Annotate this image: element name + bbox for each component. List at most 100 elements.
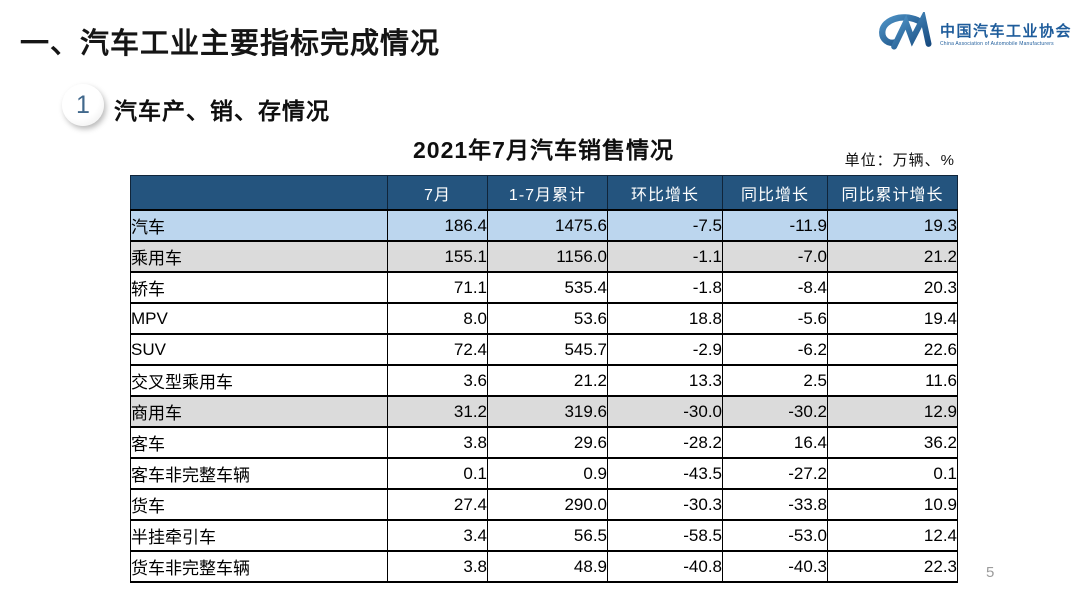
section-heading: 汽车产、销、存情况 <box>114 98 330 124</box>
row-label: 汽车 <box>130 209 388 242</box>
page-number: 5 <box>986 564 995 581</box>
value-cell: -5.6 <box>722 302 828 335</box>
value-cell: -11.9 <box>722 209 828 242</box>
value-cell: 27.4 <box>387 488 488 521</box>
value-cell: -27.2 <box>722 457 828 490</box>
value-cell: 36.2 <box>827 426 958 459</box>
value-cell: 20.3 <box>827 271 958 304</box>
association-logo: 中国汽车工业协会 China Association of Automobile… <box>876 9 1072 59</box>
value-cell: -30.3 <box>607 488 723 521</box>
value-cell: 0.1 <box>387 457 488 490</box>
value-cell: 12.4 <box>827 519 958 552</box>
value-cell: 3.8 <box>387 426 488 459</box>
value-cell: 1475.6 <box>487 209 608 242</box>
row-label: 交叉型乘用车 <box>130 364 388 397</box>
section-number-badge: 1 <box>62 84 104 126</box>
value-cell: 19.3 <box>827 209 958 242</box>
value-cell: 21.2 <box>487 364 608 397</box>
value-cell: 535.4 <box>487 271 608 304</box>
table-row: MPV 8.0 53.6 18.8 -5.6 19.4 <box>130 302 958 335</box>
value-cell: -30.0 <box>607 395 723 428</box>
column-header: 7月 <box>387 175 488 211</box>
value-cell: 71.1 <box>387 271 488 304</box>
logo-name-en: China Association of Automobile Manufact… <box>939 40 1054 47</box>
value-cell: 319.6 <box>487 395 608 428</box>
value-cell: 22.3 <box>827 550 958 583</box>
value-cell: 3.4 <box>387 519 488 552</box>
value-cell: 1156.0 <box>487 240 608 273</box>
value-cell: 0.1 <box>827 457 958 490</box>
value-cell: 13.3 <box>607 364 723 397</box>
sales-table-body: 汽车 186.4 1475.6 -7.5 -11.9 19.3 乘用车 155.1 1156.0… <box>130 209 958 583</box>
value-cell: -58.5 <box>607 519 723 552</box>
row-label: 客车非完整车辆 <box>130 457 388 490</box>
sales-table: 7月 1-7月累计 环比增长 同比增长 同比累计增长 汽车 186.4 1475.6 -7.5… <box>130 175 958 583</box>
row-label: 商用车 <box>130 395 388 428</box>
page-title: 一、汽车工业主要指标完成情况 <box>20 28 441 60</box>
value-cell: -1.8 <box>607 271 723 304</box>
logo-text: 中国汽车工业协会 China Association of Automobile… <box>939 23 1072 47</box>
value-cell: 53.6 <box>487 302 608 335</box>
table-row: 商用车 31.2 319.6 -30.0 -30.2 12.9 <box>130 395 958 428</box>
value-cell: 11.6 <box>827 364 958 397</box>
value-cell: 31.2 <box>387 395 488 428</box>
value-cell: -28.2 <box>607 426 723 459</box>
row-label: 半挂牵引车 <box>130 519 388 552</box>
value-cell: 3.8 <box>387 550 488 583</box>
value-cell: 186.4 <box>387 209 488 242</box>
table-row: 货车 27.4 290.0 -30.3 -33.8 10.9 <box>130 488 958 521</box>
value-cell: 545.7 <box>487 333 608 366</box>
column-header <box>130 175 388 211</box>
value-cell: 0.9 <box>487 457 608 490</box>
value-cell: 48.9 <box>487 550 608 583</box>
table-header-row: 7月 1-7月累计 环比增长 同比增长 同比累计增长 <box>130 175 958 211</box>
table-row: 客车 3.8 29.6 -28.2 16.4 36.2 <box>130 426 958 459</box>
value-cell: -30.2 <box>722 395 828 428</box>
unit-label: 单位：万辆、% <box>844 152 955 169</box>
logo-name-cn: 中国汽车工业协会 <box>939 23 1072 40</box>
value-cell: -40.8 <box>607 550 723 583</box>
value-cell: 18.8 <box>607 302 723 335</box>
value-cell: 21.2 <box>827 240 958 273</box>
value-cell: 2.5 <box>722 364 828 397</box>
table-row: 汽车 186.4 1475.6 -7.5 -11.9 19.3 <box>130 209 958 242</box>
table-row: 半挂牵引车 3.4 56.5 -58.5 -53.0 12.4 <box>130 519 958 552</box>
table-title: 2021年7月汽车销售情况 <box>413 137 674 163</box>
value-cell: 22.6 <box>827 333 958 366</box>
table-row: 客车非完整车辆 0.1 0.9 -43.5 -27.2 0.1 <box>130 457 958 490</box>
table-row: 轿车 71.1 535.4 -1.8 -8.4 20.3 <box>130 271 958 304</box>
value-cell: 56.5 <box>487 519 608 552</box>
value-cell: 155.1 <box>387 240 488 273</box>
value-cell: 3.6 <box>387 364 488 397</box>
column-header: 环比增长 <box>607 175 723 211</box>
value-cell: 16.4 <box>722 426 828 459</box>
value-cell: -8.4 <box>722 271 828 304</box>
column-header: 同比累计增长 <box>827 175 958 211</box>
column-header: 同比增长 <box>722 175 828 211</box>
value-cell: -40.3 <box>722 550 828 583</box>
row-label: 货车 <box>130 488 388 521</box>
value-cell: 290.0 <box>487 488 608 521</box>
row-label: MPV <box>130 302 388 335</box>
value-cell: -7.5 <box>607 209 723 242</box>
table-row: 交叉型乘用车 3.6 21.2 13.3 2.5 11.6 <box>130 364 958 397</box>
value-cell: -1.1 <box>607 240 723 273</box>
value-cell: 8.0 <box>387 302 488 335</box>
value-cell: -43.5 <box>607 457 723 490</box>
value-cell: -6.2 <box>722 333 828 366</box>
table-row: 乘用车 155.1 1156.0 -1.1 -7.0 21.2 <box>130 240 958 273</box>
value-cell: -33.8 <box>722 488 828 521</box>
value-cell: -2.9 <box>607 333 723 366</box>
value-cell: 10.9 <box>827 488 958 521</box>
value-cell: -7.0 <box>722 240 828 273</box>
table-row: SUV 72.4 545.7 -2.9 -6.2 22.6 <box>130 333 958 366</box>
value-cell: 29.6 <box>487 426 608 459</box>
value-cell: -53.0 <box>722 519 828 552</box>
row-label: 货车非完整车辆 <box>130 550 388 583</box>
row-label: 轿车 <box>130 271 388 304</box>
row-label: 乘用车 <box>130 240 388 273</box>
row-label: 客车 <box>130 426 388 459</box>
value-cell: 72.4 <box>387 333 488 366</box>
value-cell: 12.9 <box>827 395 958 428</box>
